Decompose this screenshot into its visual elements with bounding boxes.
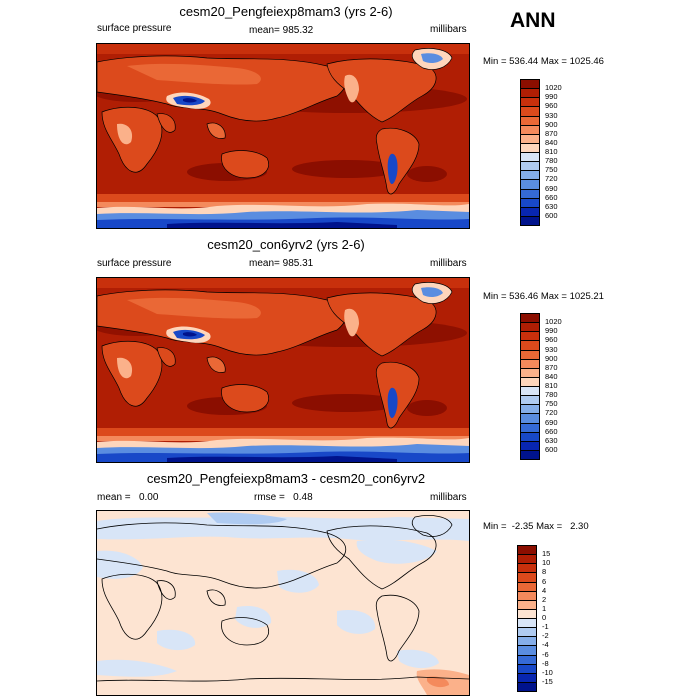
colorbar-swatch [520, 215, 540, 226]
panel-1-colorbar: 1020 990 960 930 900 870 840 810 780 750 720 690 660… [520, 79, 562, 226]
panel-2-colorbar: 1020 990 960 930 900 870 840 810 780 750 720 690 660… [520, 313, 562, 460]
colorbar-tick-label: 750 [545, 399, 558, 409]
panel-3-rmse-label: rmse = 0.48 [254, 492, 313, 503]
colorbar-tick-label: 6 [542, 576, 547, 586]
colorbar-tick-label: 870 [545, 362, 558, 372]
colorbar-tick-label: 960 [545, 335, 558, 345]
panel-2-mean-label: mean= 985.31 [249, 258, 314, 269]
colorbar-tick-label: 1 [542, 603, 547, 613]
colorbar-tick-label: 840 [545, 137, 558, 147]
panel-2-minmax-label: Min = 536.46 Max = 1025.21 [483, 291, 604, 302]
season-label: ANN [510, 9, 556, 32]
panel-3-map [96, 510, 470, 696]
panel-1-map-svg [97, 44, 469, 228]
panel-1-title: cesm20_Pengfeiexp8mam3 (yrs 2-6) [179, 4, 393, 19]
panel-3-title: cesm20_Pengfeiexp8mam3 - cesm20_con6yrv2 [146, 471, 426, 486]
colorbar-tick-label: 690 [545, 183, 558, 193]
panel-2-variable-label: surface pressure [97, 258, 172, 269]
panel-2-map-svg [97, 278, 469, 462]
colorbar-tick-label: 660 [545, 426, 558, 436]
colorbar-tick-label: 870 [545, 128, 558, 138]
colorbar-tick-label: 4 [542, 585, 547, 595]
panel-1-units-label: millibars [430, 24, 467, 35]
panel-2-title: cesm20_con6yrv2 (yrs 2-6) [207, 237, 365, 252]
panel-2-map [96, 277, 470, 463]
colorbar-tick-label: 660 [545, 192, 558, 202]
colorbar-tick-label: 750 [545, 165, 558, 175]
colorbar-tick-label: 0 [542, 613, 547, 622]
colorbar-tick-label: 810 [545, 147, 558, 156]
colorbar-tick-label: 780 [545, 390, 558, 400]
colorbar-tick-label: 720 [545, 408, 558, 418]
colorbar-tick-label: 810 [545, 381, 558, 390]
colorbar-tick-label: 2 [542, 594, 547, 604]
panel-1-variable-label: surface pressure [97, 23, 172, 34]
colorbar-tick-label: -4 [542, 640, 549, 650]
colorbar-tick-label: 990 [545, 92, 558, 102]
colorbar-tick-label: 600 [545, 210, 558, 220]
colorbar-tick-label: 1020 [545, 83, 562, 93]
panel-1-mean-label: mean= 985.32 [249, 25, 314, 36]
panel-3-map-svg [97, 511, 469, 695]
colorbar-swatch [517, 681, 537, 692]
colorbar-tick-label: 900 [545, 353, 558, 363]
colorbar-tick-label: 600 [545, 444, 558, 454]
colorbar-tick-label: 960 [545, 101, 558, 111]
colorbar-tick-label: 990 [545, 326, 558, 336]
panel-1-map [96, 43, 470, 229]
panel-3-minmax-label: Min = -2.35 Max = 2.30 [483, 521, 589, 532]
colorbar-tick-label: 900 [545, 119, 558, 129]
colorbar-tick-label: 10 [542, 558, 551, 568]
colorbar-tick-label: 630 [545, 201, 558, 211]
colorbar-tick-label: -1 [542, 622, 549, 632]
colorbar-tick-label: 840 [545, 371, 558, 381]
panel-3-units-label: millibars [430, 492, 467, 503]
colorbar-tick-label: -15 [542, 676, 553, 686]
colorbar-tick-label: 8 [542, 567, 547, 577]
colorbar-tick-label: 1020 [545, 317, 562, 327]
colorbar-tick-label: 930 [545, 344, 558, 354]
panel-3-colorbar: 15 10 8 6 4 2 1 0 -1 -2 -4 -6 -8 -10 -15 [517, 545, 553, 692]
colorbar-tick-label: -8 [542, 658, 549, 668]
colorbar-tick-label: 930 [545, 110, 558, 120]
colorbar-tick-label: -10 [542, 667, 553, 677]
panel-2-units-label: millibars [430, 258, 467, 269]
colorbar-swatch [520, 449, 540, 460]
colorbar-tick-label: 15 [542, 549, 551, 559]
panel-1-minmax-label: Min = 536.44 Max = 1025.46 [483, 56, 604, 67]
colorbar-tick-label: -6 [542, 649, 549, 659]
colorbar-tick-label: 780 [545, 156, 558, 166]
colorbar-tick-label: -2 [542, 631, 549, 641]
colorbar-tick-label: 720 [545, 174, 558, 184]
panel-3-mean-label: mean = 0.00 [97, 492, 159, 503]
colorbar-tick-label: 690 [545, 417, 558, 427]
colorbar-tick-label: 630 [545, 435, 558, 445]
